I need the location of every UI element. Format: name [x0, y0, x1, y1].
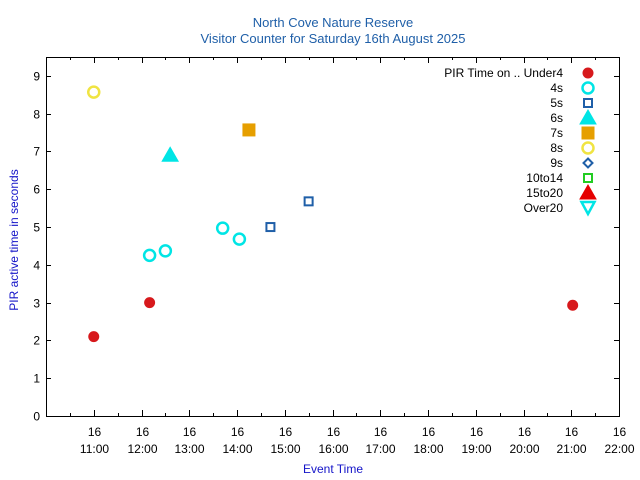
- legend-label: 8s: [550, 141, 563, 155]
- data-point-4s: [158, 244, 173, 258]
- y-axis-label: PIR active time in seconds: [7, 169, 21, 310]
- x-tick-time-label: 13:00: [174, 442, 204, 456]
- legend-label: 5s: [550, 96, 563, 110]
- x-tick-day-label: 16: [422, 425, 436, 439]
- x-tick-day-label: 16: [231, 425, 245, 439]
- data-point-6s: [161, 146, 180, 162]
- x-tick-time-label: 20:00: [509, 442, 539, 456]
- x-tick-time-label: 21:00: [556, 442, 586, 456]
- legend-label: 7s: [550, 126, 563, 140]
- y-tick-label: 7: [33, 145, 40, 159]
- x-tick-time-label: 15:00: [270, 442, 300, 456]
- legend-marker-9s: [582, 157, 594, 169]
- x-tick-time-label: 11:00: [80, 442, 109, 456]
- legend-marker-4s: [581, 81, 595, 95]
- y-tick-label: 6: [33, 183, 40, 197]
- data-point-5s: [265, 222, 276, 233]
- data-point-4s: [232, 232, 247, 246]
- x-tick-time-label: 16:00: [318, 442, 348, 456]
- x-tick-day-label: 16: [136, 425, 150, 439]
- legend-label: 9s: [550, 156, 563, 170]
- x-tick-time-label: 17:00: [365, 442, 395, 456]
- x-tick-day-label: 16: [88, 425, 102, 439]
- y-tick-label: 5: [33, 221, 40, 235]
- plot-area-border: [46, 57, 620, 417]
- legend-marker-15to20: [579, 183, 597, 200]
- chart-subtitle: Visitor Counter for Saturday 16th August…: [201, 31, 466, 46]
- legend-marker-10to14: [583, 173, 593, 183]
- x-tick-time-label: 19:00: [461, 442, 491, 456]
- legend-label: Over20: [524, 201, 564, 215]
- data-point-5s: [303, 196, 314, 207]
- data-point-7s: [242, 123, 256, 137]
- data-point-4s: [215, 221, 230, 235]
- legend-marker-7s: [581, 126, 595, 140]
- x-tick-time-label: 22:00: [604, 442, 634, 456]
- x-tick-time-label: 14:00: [222, 442, 252, 456]
- legend-label: 10to14: [526, 171, 563, 185]
- x-tick-day-label: 16: [374, 425, 388, 439]
- x-axis-label: Event Time: [303, 462, 363, 476]
- x-axis: 16 11:00 16 12:00 16 13:00 16 14:00 16 15:00 16 16:…: [70, 57, 635, 456]
- legend-marker-over20: [579, 200, 597, 217]
- x-tick-day-label: 16: [565, 425, 579, 439]
- y-tick-label: 2: [33, 334, 40, 348]
- y-tick-label: 4: [33, 259, 40, 273]
- legend-marker-5s: [583, 98, 593, 108]
- data-point-under4: [567, 299, 579, 311]
- legend-marker-8s: [581, 141, 595, 155]
- data-point-under4: [88, 331, 100, 343]
- x-tick-day-label: 16: [327, 425, 341, 439]
- x-tick-day-label: 16: [183, 425, 197, 439]
- chart-title: North Cove Nature Reserve: [253, 15, 413, 30]
- x-tick-day-label: 16: [613, 425, 627, 439]
- data-point-under4: [144, 297, 156, 309]
- legend-label: 4s: [550, 81, 563, 95]
- x-tick-day-label: 16: [470, 425, 484, 439]
- legend: PIR Time on .. Under44s5s6s7s8s9s10to141…: [444, 66, 597, 217]
- x-tick-day-label: 16: [518, 425, 532, 439]
- legend-label: 15to20: [526, 186, 563, 200]
- legend-marker-under4: [582, 67, 594, 79]
- x-tick-time-label: 18:00: [413, 442, 443, 456]
- legend-marker-6s: [579, 108, 597, 125]
- y-axis: 0 1 2 3 4 5 6 7 8 9: [33, 70, 619, 424]
- x-tick-day-label: 16: [279, 425, 293, 439]
- data-points: [87, 85, 579, 343]
- legend-label: PIR Time on .. Under4: [444, 66, 563, 80]
- y-tick-label: 3: [33, 297, 40, 311]
- y-tick-label: 9: [33, 70, 40, 84]
- y-tick-label: 8: [33, 108, 40, 122]
- y-tick-label: 0: [33, 410, 40, 424]
- data-point-8s: [87, 85, 101, 99]
- x-tick-time-label: 12:00: [127, 442, 157, 456]
- data-point-4s: [142, 248, 157, 263]
- y-tick-label: 1: [33, 372, 40, 386]
- legend-label: 6s: [550, 111, 563, 125]
